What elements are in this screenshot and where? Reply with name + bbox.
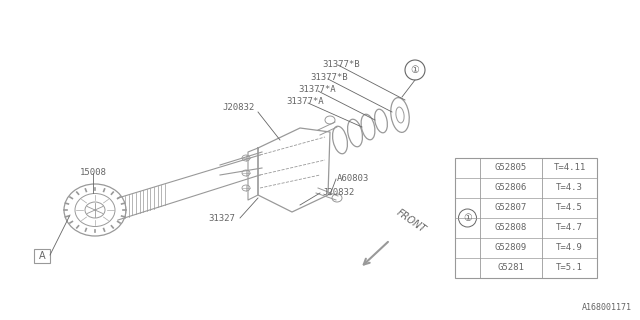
Text: J20832: J20832 — [322, 188, 355, 197]
Text: G52805: G52805 — [495, 164, 527, 172]
Text: FRONT: FRONT — [395, 208, 428, 235]
Text: ①: ① — [463, 213, 472, 223]
Text: T=4.11: T=4.11 — [554, 164, 586, 172]
Text: 31327: 31327 — [209, 214, 236, 223]
FancyArrowPatch shape — [364, 242, 388, 265]
Text: A60803: A60803 — [337, 174, 369, 183]
Text: G52809: G52809 — [495, 244, 527, 252]
Text: 31377*A: 31377*A — [298, 85, 335, 94]
Text: T=4.9: T=4.9 — [556, 244, 583, 252]
Text: 31377*B: 31377*B — [310, 73, 348, 82]
Text: 31377*A: 31377*A — [286, 97, 324, 106]
Text: G52807: G52807 — [495, 204, 527, 212]
Bar — [455, 158, 597, 278]
Text: T=4.5: T=4.5 — [556, 204, 583, 212]
Text: A: A — [38, 251, 45, 261]
Text: ①: ① — [411, 65, 419, 75]
Text: T=4.3: T=4.3 — [556, 183, 583, 193]
Text: 15008: 15008 — [79, 168, 106, 177]
Text: A168001171: A168001171 — [582, 303, 632, 312]
Text: J20832: J20832 — [222, 103, 254, 112]
Text: G52806: G52806 — [495, 183, 527, 193]
Text: G52808: G52808 — [495, 223, 527, 233]
Text: T=5.1: T=5.1 — [556, 263, 583, 273]
Text: T=4.7: T=4.7 — [556, 223, 583, 233]
Text: G5281: G5281 — [497, 263, 524, 273]
Text: 31377*B: 31377*B — [322, 60, 360, 69]
